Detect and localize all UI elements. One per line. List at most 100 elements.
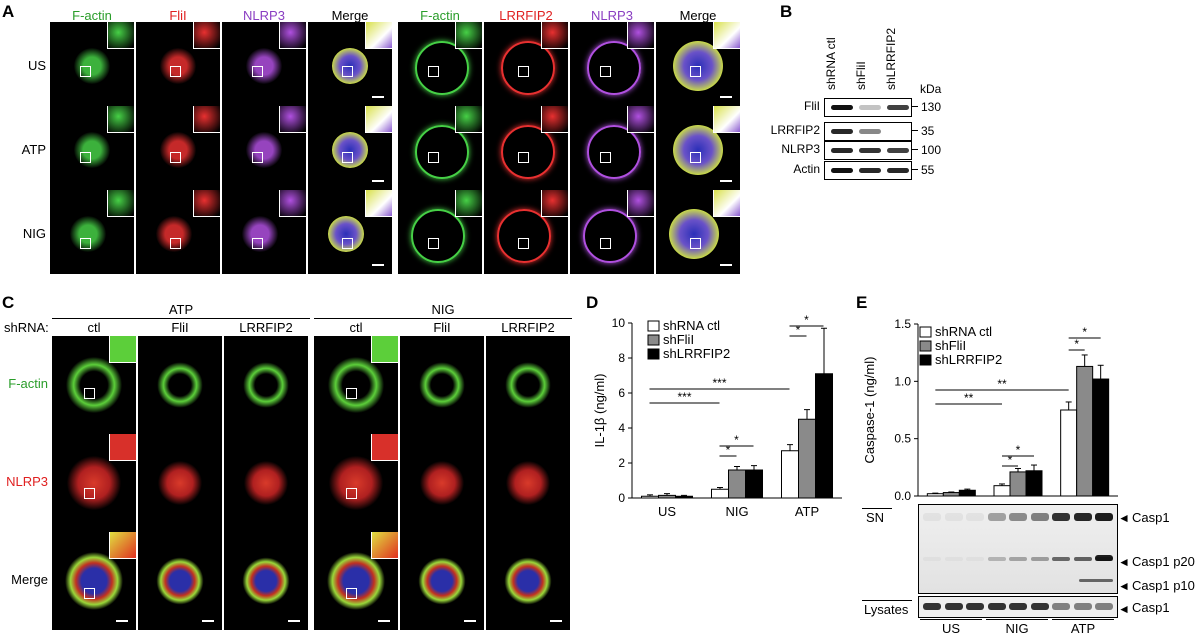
y-tick-label: 8 bbox=[618, 351, 625, 365]
zoom-inset bbox=[107, 22, 134, 49]
blot-row bbox=[824, 122, 912, 141]
roi-box bbox=[80, 238, 91, 249]
micrograph-panel bbox=[50, 106, 134, 190]
legend-label: shRNA ctl bbox=[663, 318, 720, 333]
panel-c-column-header: LRRFIP2 bbox=[501, 320, 555, 335]
zoom-inset bbox=[627, 22, 654, 49]
zoom-inset bbox=[279, 106, 306, 133]
blot-row bbox=[824, 161, 912, 180]
zoom-inset bbox=[109, 532, 136, 559]
blot-band bbox=[1030, 557, 1049, 561]
panel-e-label: E bbox=[856, 293, 868, 312]
micrograph-panel bbox=[398, 190, 482, 274]
group-rule bbox=[52, 318, 310, 319]
zoom-inset bbox=[107, 106, 134, 133]
kda-unit: kDa bbox=[920, 82, 942, 96]
blot-band-label: Casp1 bbox=[1132, 600, 1170, 615]
roi-box bbox=[84, 588, 95, 599]
bar bbox=[745, 469, 763, 499]
micrograph-panel bbox=[398, 106, 482, 190]
micrograph-panel bbox=[398, 22, 482, 106]
sn-blot bbox=[918, 504, 1118, 594]
scale-bar bbox=[288, 620, 300, 622]
micrograph-panel bbox=[222, 190, 306, 274]
micrograph-panel bbox=[224, 434, 308, 532]
significance-marker: * bbox=[1008, 453, 1013, 467]
cell bbox=[62, 549, 126, 613]
marker-tick bbox=[912, 130, 918, 131]
zoom-inset bbox=[193, 22, 220, 49]
micrograph-panel bbox=[52, 336, 136, 434]
micrograph-panel bbox=[50, 22, 134, 106]
blot-band bbox=[831, 129, 853, 134]
micrograph-panel bbox=[486, 336, 570, 434]
blot-row-label: LRRFIP2 bbox=[770, 123, 820, 137]
zoom-inset bbox=[371, 434, 398, 461]
roi-box bbox=[342, 238, 353, 249]
micrograph-panel bbox=[400, 532, 484, 630]
legend-label: shFliI bbox=[935, 338, 966, 353]
micrograph-panel bbox=[314, 336, 398, 434]
roi-box bbox=[690, 238, 701, 249]
bar bbox=[1092, 378, 1110, 497]
panel-b-label: B bbox=[780, 2, 793, 21]
significance-marker: * bbox=[804, 313, 809, 327]
legend-swatch bbox=[919, 326, 932, 338]
legend-label: shRNA ctl bbox=[935, 324, 992, 339]
panel-a-column-header: FliI bbox=[169, 8, 187, 23]
sn-bracket bbox=[862, 508, 892, 509]
blot-band-label: Casp1 p20 bbox=[1132, 554, 1195, 569]
blot-band bbox=[944, 603, 963, 610]
blot-band bbox=[1052, 513, 1070, 521]
lysates-label: Lysates bbox=[864, 602, 909, 617]
blot-row-label: FliI bbox=[804, 99, 820, 113]
roi-box bbox=[518, 152, 529, 163]
cell bbox=[242, 216, 278, 252]
panel-a-column-header: Merge bbox=[679, 8, 717, 23]
group-label: US bbox=[941, 621, 961, 636]
cell bbox=[240, 359, 292, 411]
legend-swatch bbox=[647, 320, 660, 332]
roi-box bbox=[80, 66, 91, 77]
blot-band bbox=[923, 557, 941, 561]
zoom-inset bbox=[713, 106, 740, 133]
cell bbox=[328, 216, 364, 252]
blot-row bbox=[824, 141, 912, 160]
y-tick-label: 1.5 bbox=[894, 317, 911, 331]
panel-c-group-header: NIG bbox=[431, 302, 455, 317]
panel-a-row-label: NIG bbox=[22, 226, 46, 241]
micrograph-panel bbox=[656, 22, 740, 106]
arrow-icon: ◄ bbox=[1118, 511, 1130, 525]
blot-band bbox=[944, 513, 963, 521]
roi-box bbox=[80, 152, 91, 163]
cell bbox=[501, 125, 555, 179]
panel-a-column-header: F-actin bbox=[420, 8, 460, 23]
blot-band bbox=[1079, 579, 1113, 582]
micrograph-panel bbox=[484, 22, 568, 106]
zoom-inset bbox=[279, 22, 306, 49]
panel-c-column-header: ctl bbox=[349, 320, 363, 335]
zoom-inset bbox=[365, 190, 392, 217]
legend-swatch bbox=[919, 354, 932, 366]
blot-band bbox=[1030, 603, 1049, 610]
blot-band bbox=[859, 105, 881, 110]
panel-c-column-header: FliI bbox=[171, 320, 189, 335]
marker-tick bbox=[912, 149, 918, 150]
micrograph-panel bbox=[486, 434, 570, 532]
group-rule bbox=[314, 318, 572, 319]
roi-box bbox=[252, 152, 263, 163]
group-label: NIG bbox=[1005, 621, 1029, 636]
blot-band bbox=[1095, 555, 1113, 561]
zoom-inset bbox=[193, 106, 220, 133]
y-tick-label: 2 bbox=[618, 456, 625, 470]
blot-band bbox=[831, 168, 853, 173]
micrograph-panel bbox=[484, 190, 568, 274]
blot-band bbox=[966, 513, 984, 521]
cell bbox=[501, 41, 555, 95]
blot-band bbox=[887, 148, 909, 153]
significance-marker: ** bbox=[964, 391, 974, 405]
micrograph-panel bbox=[136, 106, 220, 190]
blot-band bbox=[887, 105, 909, 110]
micrograph-panel bbox=[656, 190, 740, 274]
significance-marker: ** bbox=[997, 377, 1007, 391]
